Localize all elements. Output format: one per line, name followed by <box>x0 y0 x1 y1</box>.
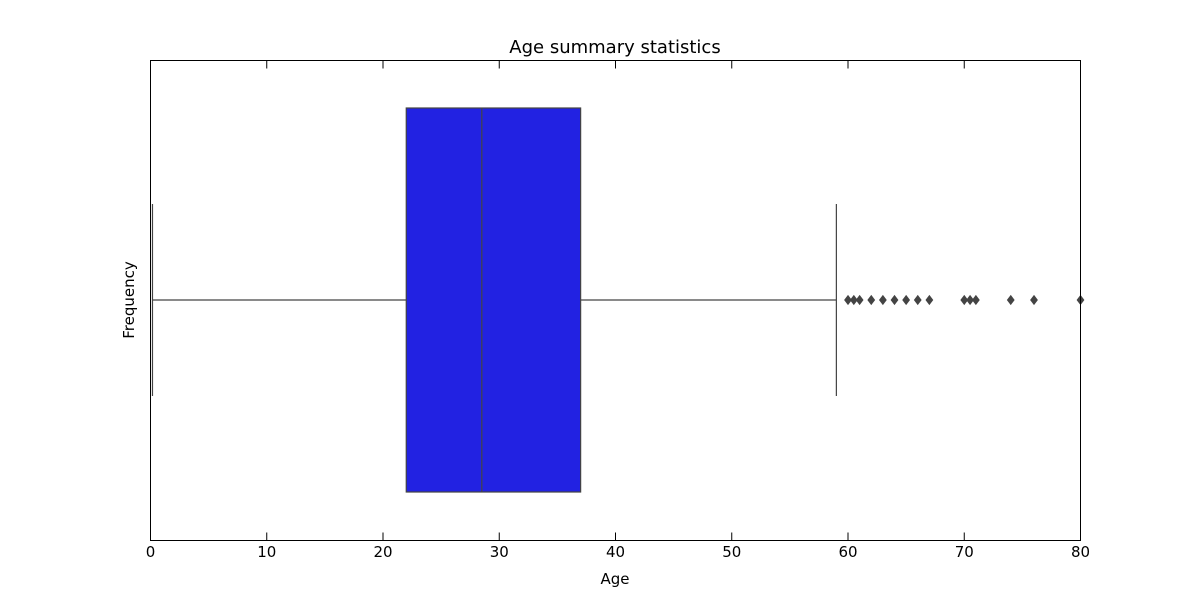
outlier-point <box>890 294 899 306</box>
outlier-point <box>1006 294 1015 306</box>
outlier-point <box>960 294 969 306</box>
x-tick-label: 20 <box>373 543 392 561</box>
x-tick-label: 30 <box>490 543 509 561</box>
outlier-point <box>849 294 858 306</box>
x-tick-label: 40 <box>606 543 625 561</box>
x-tick-label: 80 <box>1071 543 1090 561</box>
outlier-point <box>867 294 876 306</box>
chart-title: Age summary statistics <box>509 37 720 58</box>
x-tick-label: 70 <box>955 543 974 561</box>
outlier-point <box>902 294 911 306</box>
outlier-point <box>913 294 922 306</box>
plot-frame <box>150 60 1081 541</box>
outlier-point <box>925 294 934 306</box>
plot-area <box>151 107 1085 493</box>
outlier-point <box>1030 294 1038 306</box>
outlier-point <box>966 294 974 306</box>
outlier-point <box>971 294 980 306</box>
x-tick-label: 0 <box>146 543 156 561</box>
x-tick-label: 50 <box>722 543 741 561</box>
outlier-point <box>844 294 852 306</box>
x-tick-label: 60 <box>838 543 857 561</box>
outlier-point <box>878 294 887 306</box>
x-tick-label: 10 <box>257 543 276 561</box>
interquartile-box <box>405 107 582 493</box>
x-axis-ticks: 0 10 20 30 40 50 60 70 80 <box>146 60 1090 561</box>
outlier-point <box>855 294 864 306</box>
y-axis-label: Frequency <box>120 261 138 339</box>
x-axis-label: Age <box>600 570 629 588</box>
